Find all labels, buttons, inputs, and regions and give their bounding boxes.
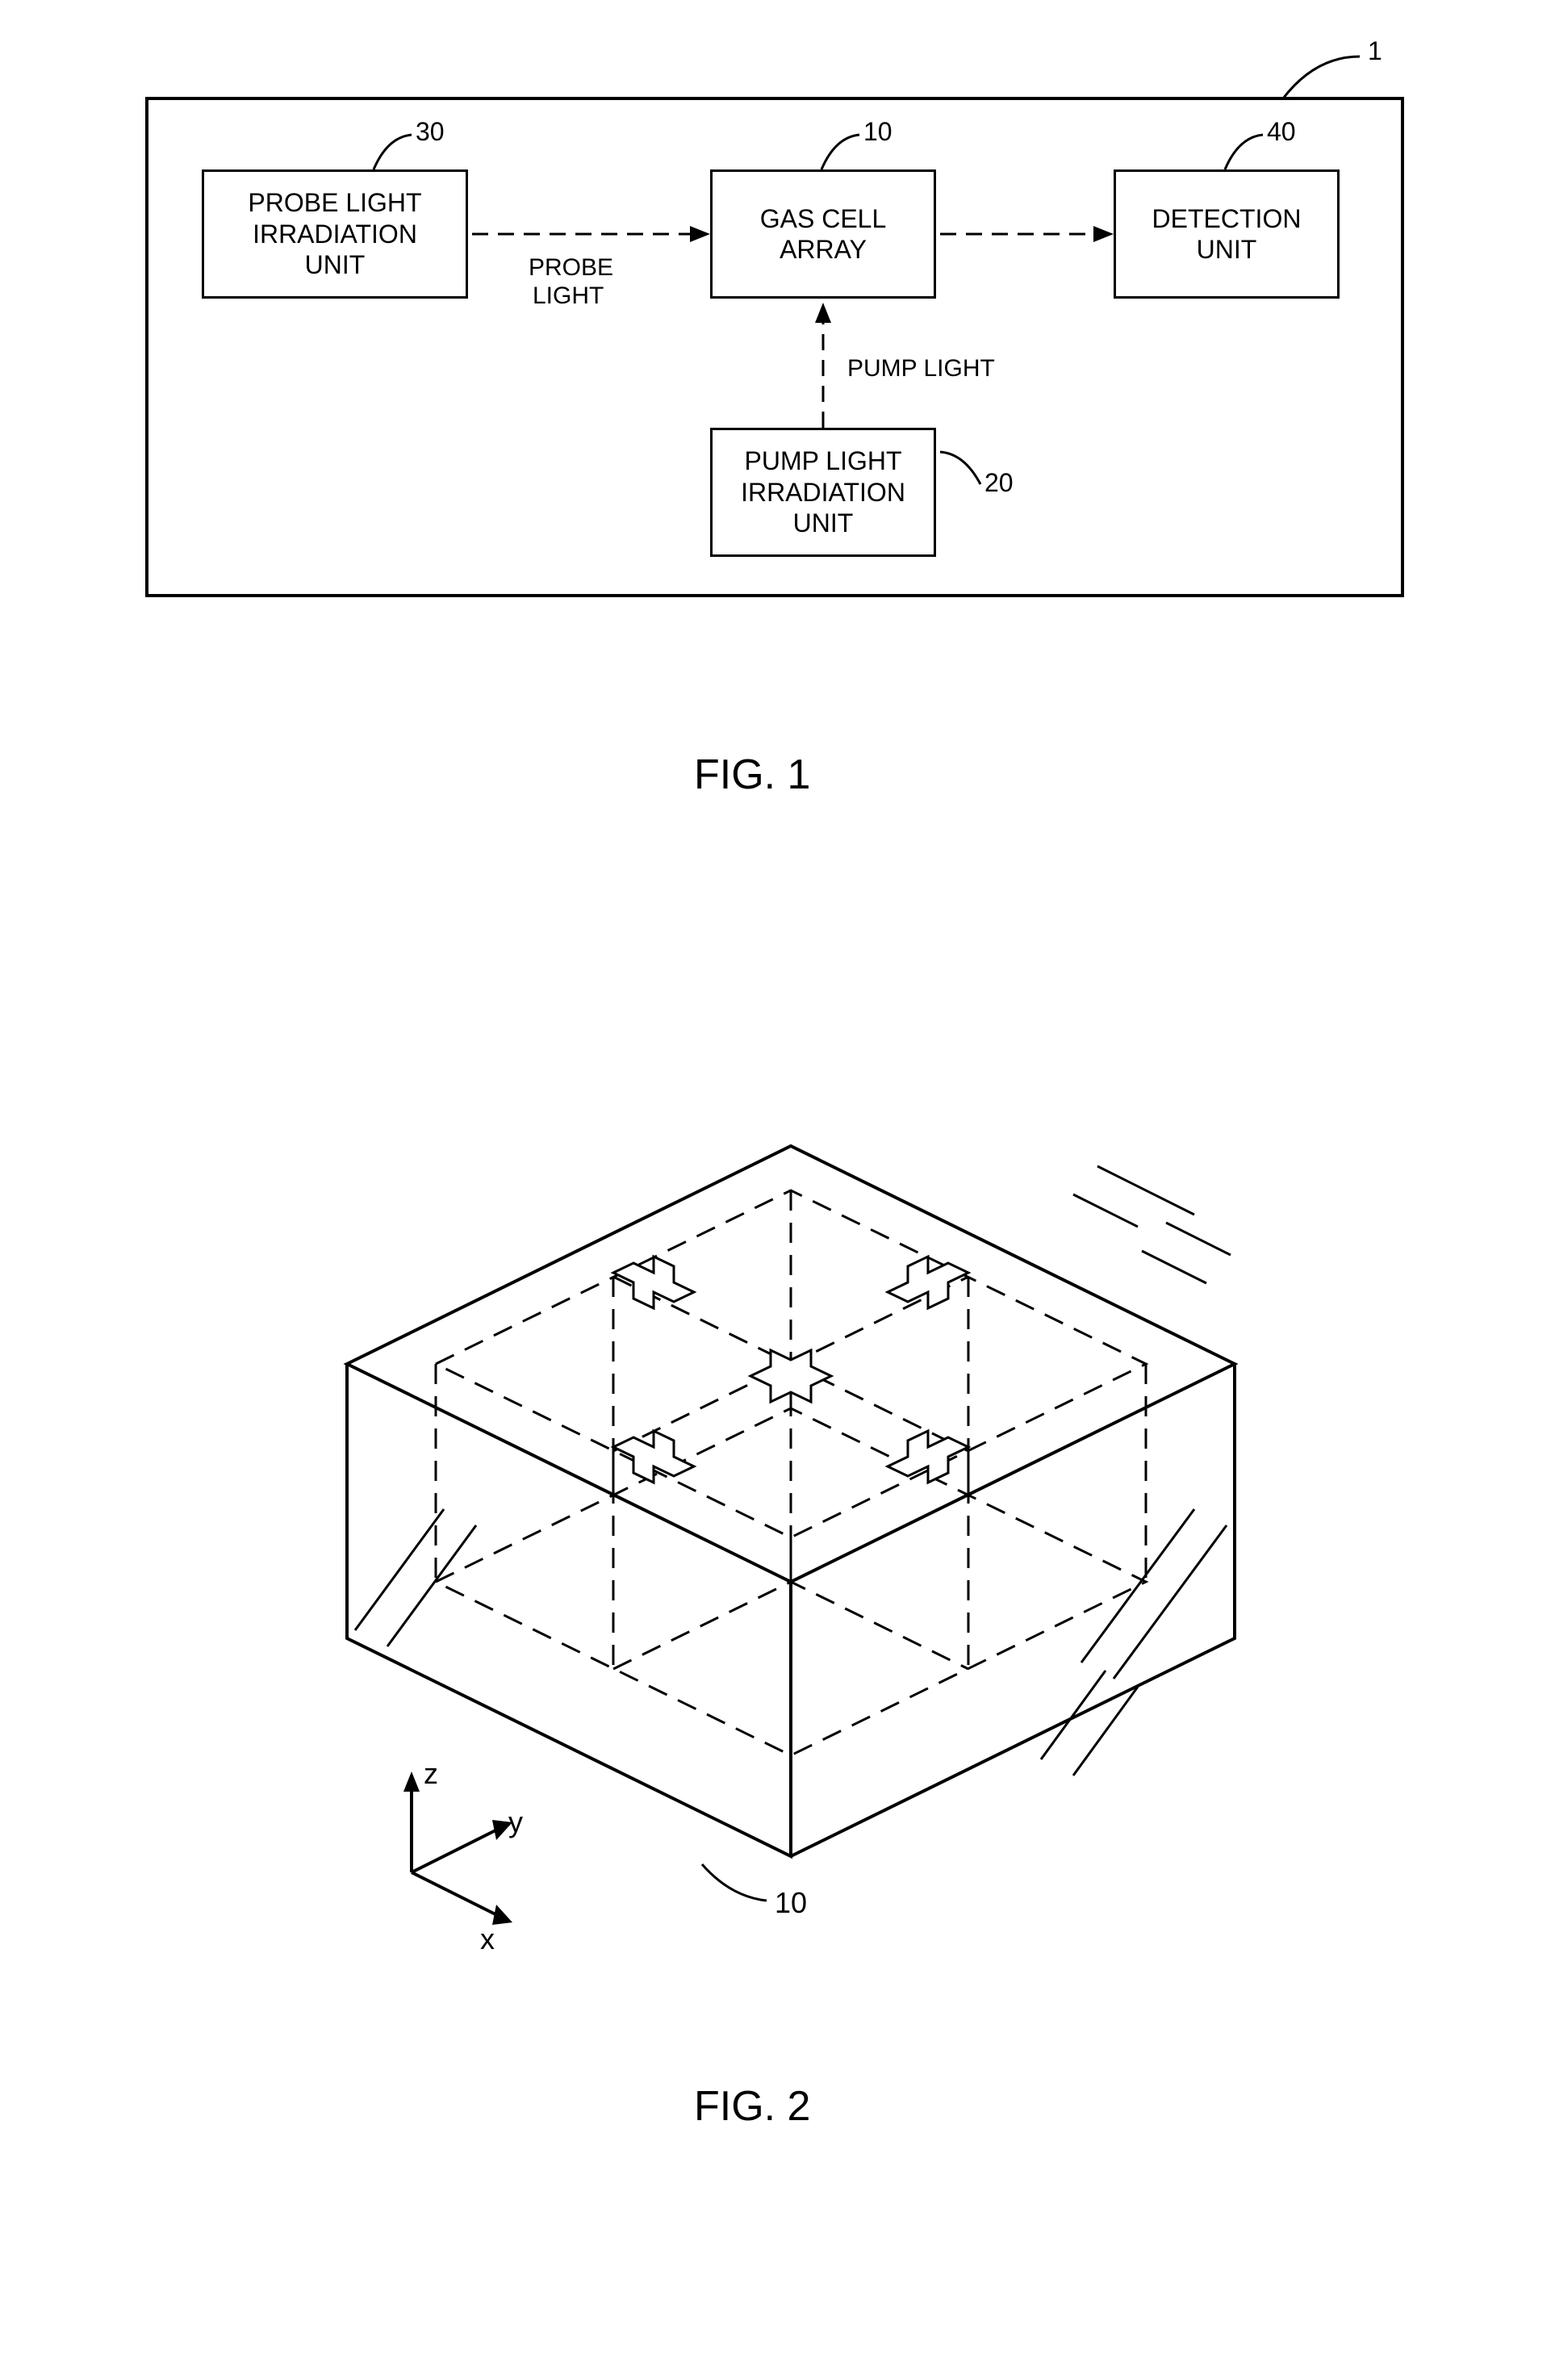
detection-line2: UNIT bbox=[1197, 234, 1257, 265]
probe-light-label: PROBE bbox=[529, 254, 613, 282]
detection-line1: DETECTION bbox=[1152, 203, 1302, 234]
detection-unit-box: DETECTION UNIT bbox=[1114, 169, 1340, 299]
figure-2: z y x 10 bbox=[226, 1081, 1356, 2050]
ref-1: 1 bbox=[1368, 36, 1382, 66]
svg-text:10: 10 bbox=[775, 1886, 807, 1919]
figure-1: 1 PROBE LIGHT IRRADIATION UNIT 30 GAS CE… bbox=[145, 48, 1404, 613]
ref-30: 30 bbox=[416, 117, 445, 147]
gas-cell-array-box: GAS CELL ARRAY bbox=[710, 169, 936, 299]
arrow-gas-to-detection bbox=[936, 218, 1118, 250]
ref-40: 40 bbox=[1267, 117, 1296, 147]
svg-text:x: x bbox=[480, 1922, 495, 1955]
probe-unit-line2: IRRADIATION bbox=[253, 219, 417, 249]
arrow-probe-to-gas bbox=[468, 218, 714, 250]
leader-1 bbox=[1275, 48, 1404, 101]
fig2-drawing: z y x 10 bbox=[226, 1081, 1356, 2050]
ref-20: 20 bbox=[984, 468, 1014, 498]
svg-text:y: y bbox=[508, 1805, 523, 1838]
pump-light-label: PUMP LIGHT bbox=[847, 355, 995, 383]
pump-light-unit-box: PUMP LIGHT IRRADIATION UNIT bbox=[710, 428, 936, 557]
fig2-label: FIG. 2 bbox=[694, 2082, 810, 2131]
ref-10-fig1: 10 bbox=[863, 117, 892, 147]
probe-unit-line3: UNIT bbox=[305, 249, 366, 280]
svg-text:z: z bbox=[424, 1757, 438, 1790]
fig1-label: FIG. 1 bbox=[694, 751, 810, 799]
probe-light-unit-box: PROBE LIGHT IRRADIATION UNIT bbox=[202, 169, 468, 299]
arrow-pump-to-gas bbox=[807, 299, 839, 432]
probe-unit-line1: PROBE LIGHT bbox=[248, 187, 421, 218]
pump-unit-line3: UNIT bbox=[793, 508, 854, 538]
pump-unit-line2: IRRADIATION bbox=[741, 477, 905, 508]
gas-cell-line1: GAS CELL bbox=[760, 203, 887, 234]
gas-cell-line2: ARRAY bbox=[780, 234, 867, 265]
probe-light-label2: LIGHT bbox=[533, 282, 604, 310]
pump-unit-line1: PUMP LIGHT bbox=[745, 445, 902, 476]
